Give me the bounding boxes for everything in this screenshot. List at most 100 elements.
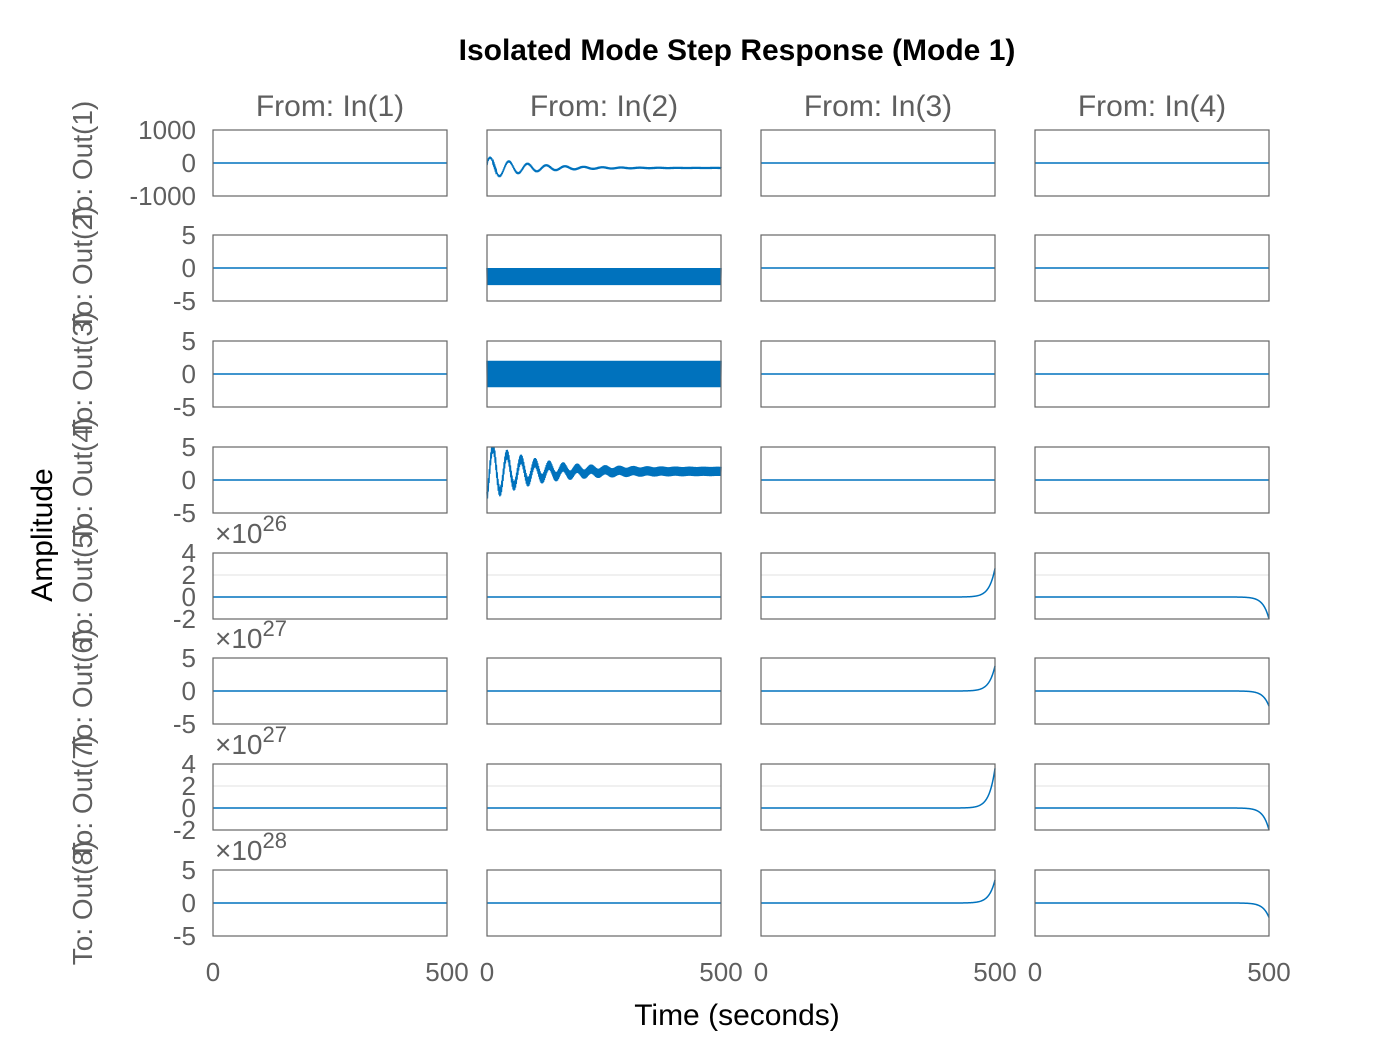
row-label-8: To: Out(8) [67, 841, 98, 965]
subplot-r4-c2 [486, 446, 722, 514]
axes-frame [760, 657, 996, 725]
subplot-r2-c1 [212, 234, 448, 302]
y-tick-label: 2 [182, 771, 196, 801]
y-tick-label: -5 [173, 392, 196, 422]
y-tick-label: -5 [173, 286, 196, 316]
y-tick-label: 4 [182, 538, 196, 568]
x-axis-label: Time (seconds) [634, 999, 840, 1032]
axes-frame [1034, 446, 1270, 514]
subplot-r1-c2 [486, 129, 722, 197]
y-tick-label: 5 [182, 220, 196, 250]
axes-frame [486, 763, 722, 831]
chart-title: Isolated Mode Step Response (Mode 1) [459, 34, 1016, 67]
row-label-5: To: Out(5) [67, 524, 98, 648]
response-line [486, 360, 722, 388]
row-label-4: To: Out(4) [67, 418, 98, 542]
x-tick-label: 0 [480, 957, 494, 987]
subplot-r4-c3 [760, 446, 996, 514]
y-tick-label: 0 [182, 888, 196, 918]
axes-frame [212, 234, 448, 302]
axes-frame [1034, 340, 1270, 408]
row-label-6: To: Out(6) [67, 629, 98, 753]
axes-frame [760, 869, 996, 937]
subplot-r5-c1 [212, 552, 448, 620]
response-line [486, 156, 722, 178]
subplot-r7-c4 [1034, 763, 1270, 831]
subplot-r8-c4 [1034, 869, 1270, 937]
subplot-r7-c1 [212, 763, 448, 831]
subplot-r4-c1 [212, 446, 448, 514]
response-line [1035, 902, 1270, 918]
axes-frame [486, 552, 722, 620]
subplot-r8-c2 [486, 869, 722, 937]
y-exponent-label: ×1026 [215, 511, 287, 549]
response-line [1035, 596, 1270, 620]
subplot-r2-c4 [1034, 234, 1270, 302]
subplot-r6-c1 [212, 657, 448, 725]
y-tick-label: -5 [173, 709, 196, 739]
subplot-r1-c3 [760, 129, 996, 197]
axes-frame [212, 657, 448, 725]
subplot-r5-c2 [486, 552, 722, 620]
y-tick-label: -2 [173, 604, 196, 634]
subplot-r1-c4 [1034, 129, 1270, 197]
column-title-1: From: In(1) [256, 90, 404, 123]
y-tick-label: 5 [182, 643, 196, 673]
axes-frame [212, 340, 448, 408]
y-exponent-label: ×1027 [215, 616, 287, 654]
subplot-grid: From: In(1) From: In(2) From: In(3) From: I… [67, 90, 1291, 987]
y-tick-label: -5 [173, 921, 196, 951]
y-tick-label: 0 [182, 148, 196, 178]
response-line [486, 267, 722, 286]
axes-frame [1034, 234, 1270, 302]
axes-frame [1034, 763, 1270, 831]
subplot-r7-c3 [760, 763, 996, 831]
y-tick-label: 0 [182, 253, 196, 283]
row-label-7: To: Out(7) [67, 735, 98, 859]
y-tick-label: 0 [182, 359, 196, 389]
subplot-r8-c3 [760, 869, 996, 937]
response-line [761, 568, 996, 598]
y-tick-label: 0 [182, 793, 196, 823]
response-line [761, 665, 996, 692]
x-tick-label: 0 [1028, 957, 1042, 987]
y-tick-label: 0 [182, 465, 196, 495]
y-tick-label: -2 [173, 815, 196, 845]
axes-frame [486, 234, 722, 302]
row-label-3: To: Out(3) [67, 312, 98, 436]
subplot-r4-c4 [1034, 446, 1270, 514]
y-tick-label: 1000 [138, 115, 196, 145]
subplot-r3-c4 [1034, 340, 1270, 408]
y-tick-label: 2 [182, 560, 196, 590]
axes-frame [1034, 552, 1270, 620]
row-label-2: To: Out(2) [67, 206, 98, 330]
y-axis-label: Amplitude [26, 468, 59, 601]
x-tick-label: 500 [1247, 957, 1290, 987]
axes-frame [486, 129, 722, 197]
axes-frame [760, 763, 996, 831]
axes-frame [760, 340, 996, 408]
subplot-r3-c2 [486, 340, 722, 408]
y-tick-label: 4 [182, 749, 196, 779]
subplot-r5-c4 [1034, 552, 1270, 620]
y-tick-label: -5 [173, 498, 196, 528]
x-tick-label: 0 [754, 957, 768, 987]
subplot-r2-c2 [486, 234, 722, 302]
x-tick-label: 500 [973, 957, 1016, 987]
x-tick-label: 500 [699, 957, 742, 987]
axes-frame [212, 763, 448, 831]
y-tick-label: -1000 [130, 181, 197, 211]
response-line [1035, 807, 1270, 831]
response-line [1035, 690, 1270, 707]
y-exponent-label: ×1027 [215, 722, 287, 760]
x-tick-label: 500 [425, 957, 468, 987]
axes-frame [212, 552, 448, 620]
response-line [761, 879, 996, 904]
y-exponent-label: ×1028 [215, 828, 287, 866]
axes-frame [760, 234, 996, 302]
subplot-r3-c3 [760, 340, 996, 408]
y-tick-label: 0 [182, 676, 196, 706]
row-label-1: To: Out(1) [67, 101, 98, 225]
axes-frame [1034, 657, 1270, 725]
